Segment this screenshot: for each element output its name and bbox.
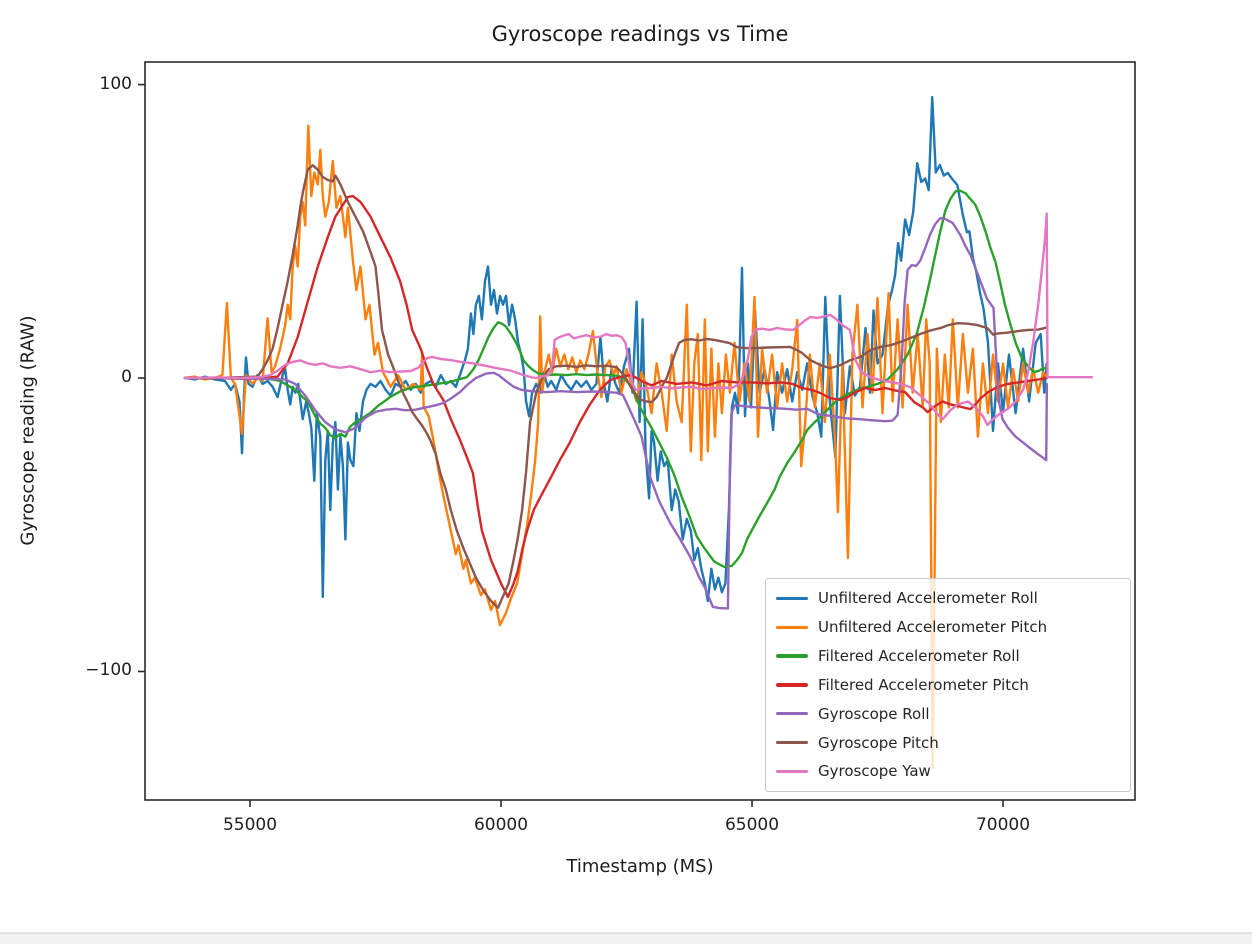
legend-line-swatch [776, 683, 808, 687]
legend-line-swatch [776, 769, 808, 774]
legend-entry: Filtered Accelerometer Pitch [776, 676, 1120, 694]
y-tick-label: 0 [121, 367, 132, 388]
plot-border [144, 61, 1136, 801]
legend-label: Unfiltered Accelerometer Roll [818, 589, 1038, 608]
legend-label: Filtered Accelerometer Pitch [818, 675, 1029, 694]
legend-line-swatch [776, 596, 808, 601]
legend-entry: Filtered Accelerometer Roll [776, 647, 1120, 665]
x-axis-label: Timestamp (MS) [566, 856, 714, 877]
series-line-gyroscope-yaw [183, 212, 1094, 427]
x-tick-label: 60000 [473, 815, 529, 835]
y-tick-label: 100 [99, 73, 132, 94]
legend-line-swatch [776, 740, 808, 745]
x-tick-label: 65000 [724, 815, 780, 835]
series-line-unfiltered-accelerometer-roll [183, 95, 1048, 603]
legend-entry: Gyroscope Pitch [776, 734, 1120, 752]
x-tick-label: 55000 [222, 815, 278, 835]
legend-entry: Gyroscope Yaw [776, 762, 1120, 780]
legend-entry: Unfiltered Accelerometer Pitch [776, 618, 1120, 636]
chart-legend: Unfiltered Accelerometer Roll Unfiltered … [765, 578, 1131, 792]
legend-line-swatch [776, 625, 808, 629]
legend-entry: Gyroscope Roll [776, 705, 1120, 723]
legend-entry: Unfiltered Accelerometer Roll [776, 589, 1120, 607]
legend-label: Gyroscope Roll [818, 704, 930, 723]
series-line-filtered-accelerometer-pitch [183, 194, 1048, 599]
y-tick-label: −100 [85, 660, 132, 681]
legend-label: Gyroscope Yaw [818, 762, 931, 781]
legend-line-swatch [776, 712, 808, 716]
series-line-unfiltered-accelerometer-pitch [183, 124, 1048, 770]
y-axis-label: Gyroscope reading (RAW) [17, 315, 39, 546]
legend-label: Unfiltered Accelerometer Pitch [818, 618, 1048, 637]
chart-title: Gyroscope readings vs Time [491, 22, 789, 46]
legend-label: Gyroscope Pitch [818, 733, 939, 752]
x-tick-label: 70000 [975, 815, 1031, 835]
legend-label: Filtered Accelerometer Roll [818, 647, 1020, 666]
series-line-filtered-accelerometer-roll [183, 188, 1048, 569]
legend-line-swatch [776, 654, 808, 658]
bottom-ui-bar [0, 932, 1252, 944]
